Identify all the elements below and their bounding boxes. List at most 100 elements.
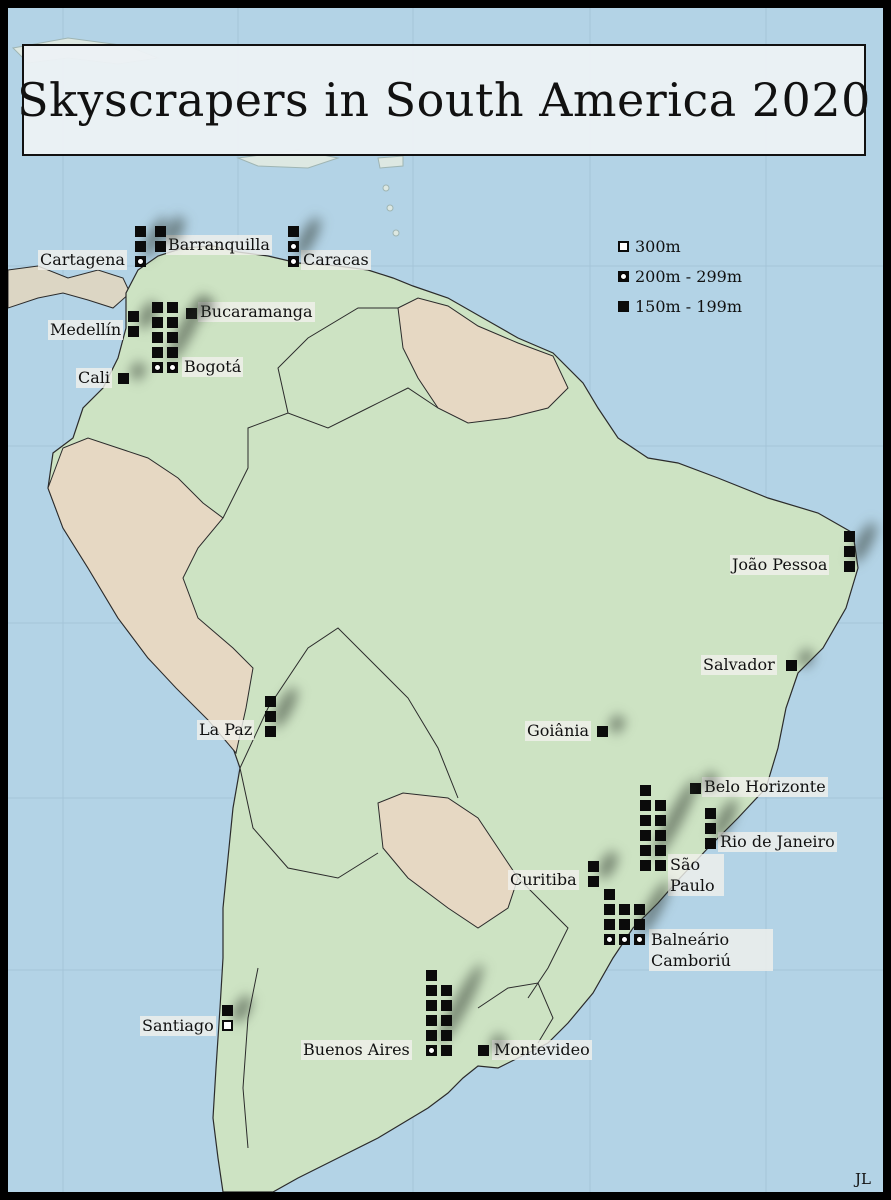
skyscraper-marker-santiago	[222, 1005, 233, 1016]
city-label-cartagena: Cartagena	[38, 250, 127, 270]
legend-300m-label: 300m	[635, 237, 681, 256]
skyscraper-marker-sao-paulo	[655, 845, 666, 856]
skyscraper-marker-sao-paulo	[640, 830, 651, 841]
skyscraper-marker-bogota	[167, 362, 178, 373]
skyscraper-marker-cartagena	[135, 241, 146, 252]
skyscraper-marker-buenos-aires	[426, 1030, 437, 1041]
city-label-bucaramanga: Bucaramanga	[198, 302, 315, 322]
city-label-salvador: Salvador	[701, 655, 777, 675]
skyscraper-marker-balneario-camboriu	[604, 919, 615, 930]
skyscraper-marker-bogota	[152, 302, 163, 313]
skyscraper-marker-sao-paulo	[655, 800, 666, 811]
skyscraper-marker-sao-paulo	[640, 785, 651, 796]
skyscraper-marker-balneario-camboriu	[604, 904, 615, 915]
skyscraper-marker-bogota	[167, 317, 178, 328]
skyscraper-marker-bogota	[167, 302, 178, 313]
city-label-goiania: Goiânia	[525, 721, 592, 741]
peru-region	[47, 437, 254, 755]
skyscraper-marker-rio-de-janeiro	[705, 808, 716, 819]
skyscraper-marker-rio-de-janeiro	[705, 823, 716, 834]
skyscraper-marker-sao-paulo	[655, 815, 666, 826]
skyscraper-marker-balneario-camboriu	[619, 919, 630, 930]
legend-150m-label: 150m - 199m	[635, 297, 742, 316]
map-frame: Skyscrapers in South America 2020 300m 2…	[8, 8, 883, 1192]
skyscraper-marker-buenos-aires	[441, 1045, 452, 1056]
skyscraper-marker-caracas	[288, 256, 299, 267]
skyscraper-marker-balneario-camboriu	[634, 934, 645, 945]
skyscraper-marker-bogota	[152, 362, 163, 373]
skyscraper-marker-bogota	[152, 317, 163, 328]
city-label-barranquilla: Barranquilla	[166, 235, 272, 255]
skyscraper-marker-cartagena	[135, 256, 146, 267]
skyscraper-marker-joao-pessoa	[844, 546, 855, 557]
skyscraper-marker-barranquilla	[155, 226, 166, 237]
skyscraper-marker-sao-paulo	[640, 845, 651, 856]
skyscraper-marker-medellin	[128, 326, 139, 337]
city-label-caracas: Caracas	[301, 250, 371, 270]
skyscraper-marker-curitiba	[588, 876, 599, 887]
skyscraper-marker-balneario-camboriu	[619, 934, 630, 945]
skyscraper-marker-caracas	[288, 241, 299, 252]
skyscraper-marker-la-paz	[265, 711, 276, 722]
paraguay-region	[377, 792, 519, 929]
skyscraper-marker-sao-paulo	[655, 830, 666, 841]
skyscraper-marker-santiago	[222, 1020, 233, 1031]
skyscraper-marker-sao-paulo	[655, 860, 666, 871]
skyscraper-marker-balneario-camboriu	[634, 904, 645, 915]
skyscraper-marker-buenos-aires	[426, 1000, 437, 1011]
country-borders	[222, 307, 569, 1149]
city-label-belo-horizonte: Belo Horizonte	[702, 777, 828, 797]
city-label-santiago: Santiago	[140, 1016, 216, 1036]
skyscraper-marker-balneario-camboriu	[604, 934, 615, 945]
map-title-box: Skyscrapers in South America 2020	[17, 44, 870, 156]
skyscraper-marker-cartagena	[135, 226, 146, 237]
central-america	[8, 265, 131, 309]
city-label-montevideo: Montevideo	[492, 1040, 592, 1060]
author-signature: JL	[855, 1170, 871, 1188]
city-label-balneario-camboriu: Balneário Camboriú	[649, 929, 773, 971]
skyscraper-marker-medellin	[128, 311, 139, 322]
skyscraper-marker-balneario-camboriu	[619, 904, 630, 915]
skyscraper-marker-balneario-camboriu	[604, 889, 615, 900]
skyscraper-marker-goiania	[597, 726, 608, 737]
guyanas-region	[397, 297, 569, 424]
skyscraper-marker-buenos-aires	[441, 1000, 452, 1011]
skyscraper-marker-joao-pessoa	[844, 531, 855, 542]
legend-200m-label: 200m - 299m	[635, 267, 742, 286]
city-label-rio-de-janeiro: Rio de Janeiro	[718, 832, 837, 852]
skyscraper-marker-la-paz	[265, 726, 276, 737]
skyscraper-marker-buenos-aires	[426, 1015, 437, 1026]
city-label-sao-paulo: São Paulo	[668, 854, 724, 896]
skyscraper-marker-montevideo	[478, 1045, 489, 1056]
skyscraper-marker-buenos-aires	[441, 1015, 452, 1026]
skyscraper-marker-bogota	[152, 332, 163, 343]
legend-300m-marker	[618, 241, 629, 252]
map-title: Skyscrapers in South America 2020	[17, 73, 871, 127]
skyscraper-marker-cali	[118, 373, 129, 384]
skyscraper-marker-buenos-aires	[426, 970, 437, 981]
skyscraper-marker-la-paz	[265, 696, 276, 707]
city-label-curitiba: Curitiba	[508, 870, 579, 890]
city-label-medellin: Medellín	[48, 320, 124, 340]
skyscraper-marker-bogota	[167, 332, 178, 343]
city-label-bogota: Bogotá	[182, 357, 244, 377]
skyscraper-marker-salvador	[786, 660, 797, 671]
legend-200m-marker	[618, 271, 629, 282]
city-label-joao-pessoa: João Pessoa	[730, 555, 830, 575]
skyscraper-marker-buenos-aires	[441, 985, 452, 996]
skyscraper-marker-barranquilla	[155, 241, 166, 252]
skyscraper-marker-bogota	[167, 347, 178, 358]
skyscraper-marker-joao-pessoa	[844, 561, 855, 572]
skyscraper-marker-bogota	[152, 347, 163, 358]
city-label-buenos-aires: Buenos Aires	[301, 1040, 412, 1060]
skyscraper-marker-sao-paulo	[640, 815, 651, 826]
legend-150m-marker	[618, 301, 629, 312]
skyscraper-marker-sao-paulo	[640, 860, 651, 871]
city-label-cali: Cali	[76, 368, 113, 388]
skyscraper-marker-buenos-aires	[426, 985, 437, 996]
skyscraper-marker-buenos-aires	[441, 1030, 452, 1041]
skyscraper-marker-rio-de-janeiro	[705, 838, 716, 849]
skyscraper-marker-balneario-camboriu	[634, 919, 645, 930]
skyscraper-marker-curitiba	[588, 861, 599, 872]
skyscraper-marker-sao-paulo	[640, 800, 651, 811]
